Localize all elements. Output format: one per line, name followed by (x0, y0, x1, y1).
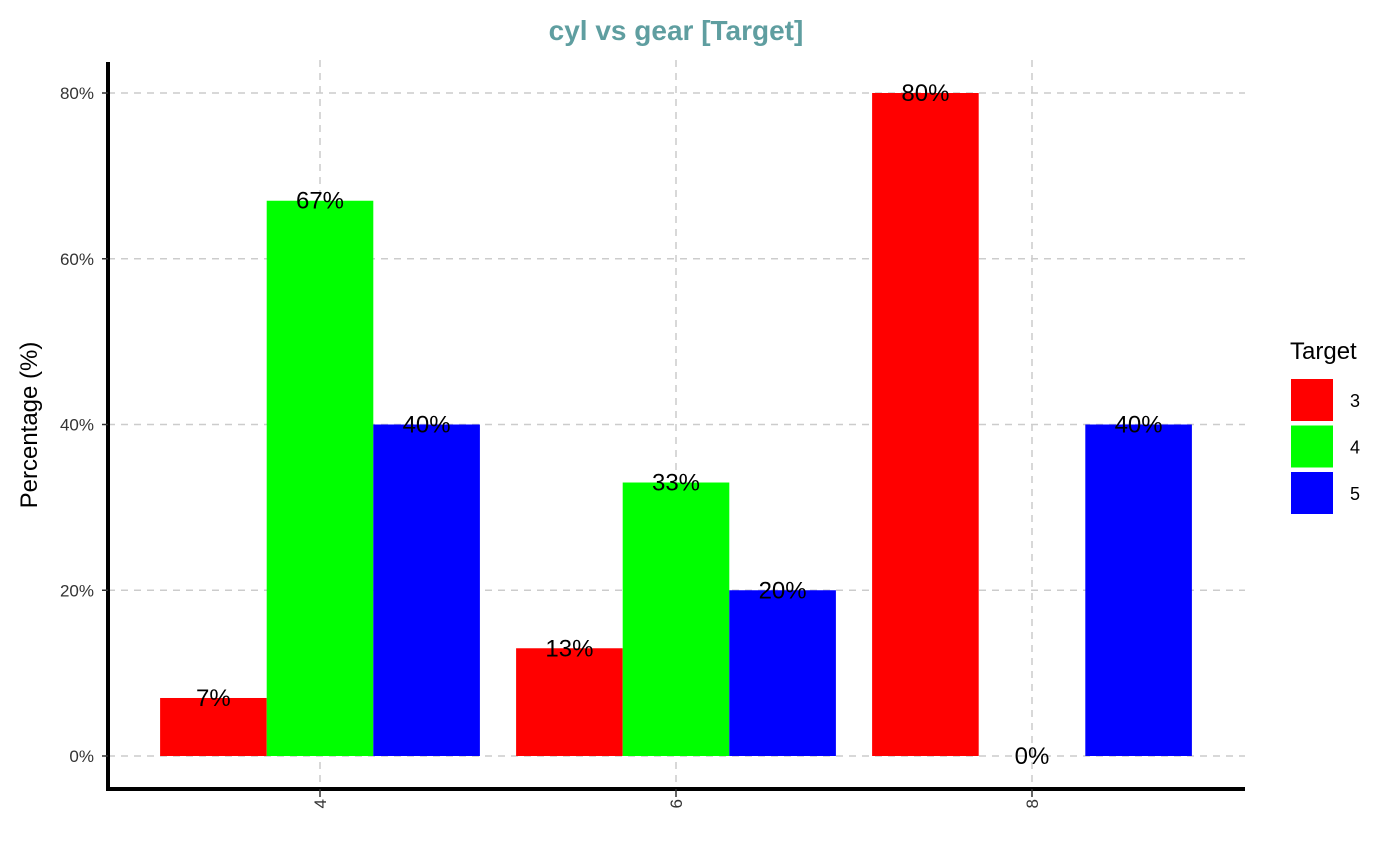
x-tick-label: 4 (311, 799, 330, 808)
bar (160, 697, 267, 756)
bars (160, 93, 1192, 757)
legend-label: 4 (1350, 438, 1360, 458)
bar (516, 648, 623, 756)
legend-swatch (1291, 425, 1333, 468)
bar (872, 93, 979, 756)
y-tick-label: 80% (60, 84, 94, 103)
x-tick-label: 6 (667, 799, 686, 808)
data-label: 0% (1015, 743, 1050, 770)
data-label: 80% (901, 80, 949, 107)
bar (266, 200, 374, 757)
bar (729, 590, 836, 756)
data-label: 33% (652, 470, 700, 497)
data-label: 7% (196, 685, 231, 712)
legend: Target 3 4 5 (1290, 338, 1360, 514)
legend-title: Target (1290, 338, 1357, 365)
data-label: 67% (296, 188, 344, 215)
data-label: 13% (545, 635, 593, 662)
legend-swatch (1291, 472, 1333, 514)
legend-swatch (1291, 379, 1333, 421)
chart-title: cyl vs gear [Target] (549, 15, 804, 46)
y-tick-label: 60% (60, 250, 94, 269)
data-labels: 7% 67% 40% 13% 33% 20% 80% 0% 40% (196, 80, 1163, 770)
data-label: 40% (1115, 412, 1163, 439)
y-tick-label: 0% (69, 747, 94, 766)
bar (373, 424, 480, 756)
bar (622, 482, 730, 756)
y-axis-ticks: 0% 20% 40% 60% 80% (60, 84, 108, 766)
legend-label: 5 (1350, 484, 1360, 504)
bar (1085, 424, 1192, 756)
x-axis-ticks: 4 6 8 (311, 789, 1042, 808)
grid (108, 60, 1245, 787)
data-label: 20% (759, 577, 807, 604)
y-axis-title: Percentage (%) (16, 342, 43, 509)
y-tick-label: 20% (60, 581, 94, 600)
y-tick-label: 40% (60, 416, 94, 435)
x-tick-label: 8 (1023, 799, 1042, 808)
data-label: 40% (403, 412, 451, 439)
legend-label: 3 (1350, 391, 1360, 411)
